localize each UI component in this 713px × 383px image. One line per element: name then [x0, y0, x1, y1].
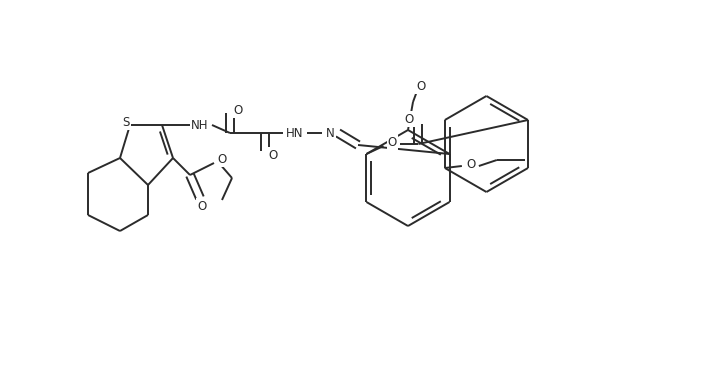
- Text: O: O: [233, 103, 242, 116]
- Text: NH: NH: [191, 118, 209, 131]
- Text: O: O: [466, 157, 476, 170]
- Text: N: N: [326, 126, 334, 139]
- Text: O: O: [268, 149, 277, 162]
- Text: O: O: [405, 113, 414, 126]
- Text: O: O: [217, 152, 227, 165]
- Text: O: O: [388, 136, 397, 149]
- Text: O: O: [198, 200, 207, 213]
- Text: HN: HN: [286, 126, 304, 139]
- Text: S: S: [123, 116, 130, 129]
- Text: O: O: [416, 80, 426, 93]
